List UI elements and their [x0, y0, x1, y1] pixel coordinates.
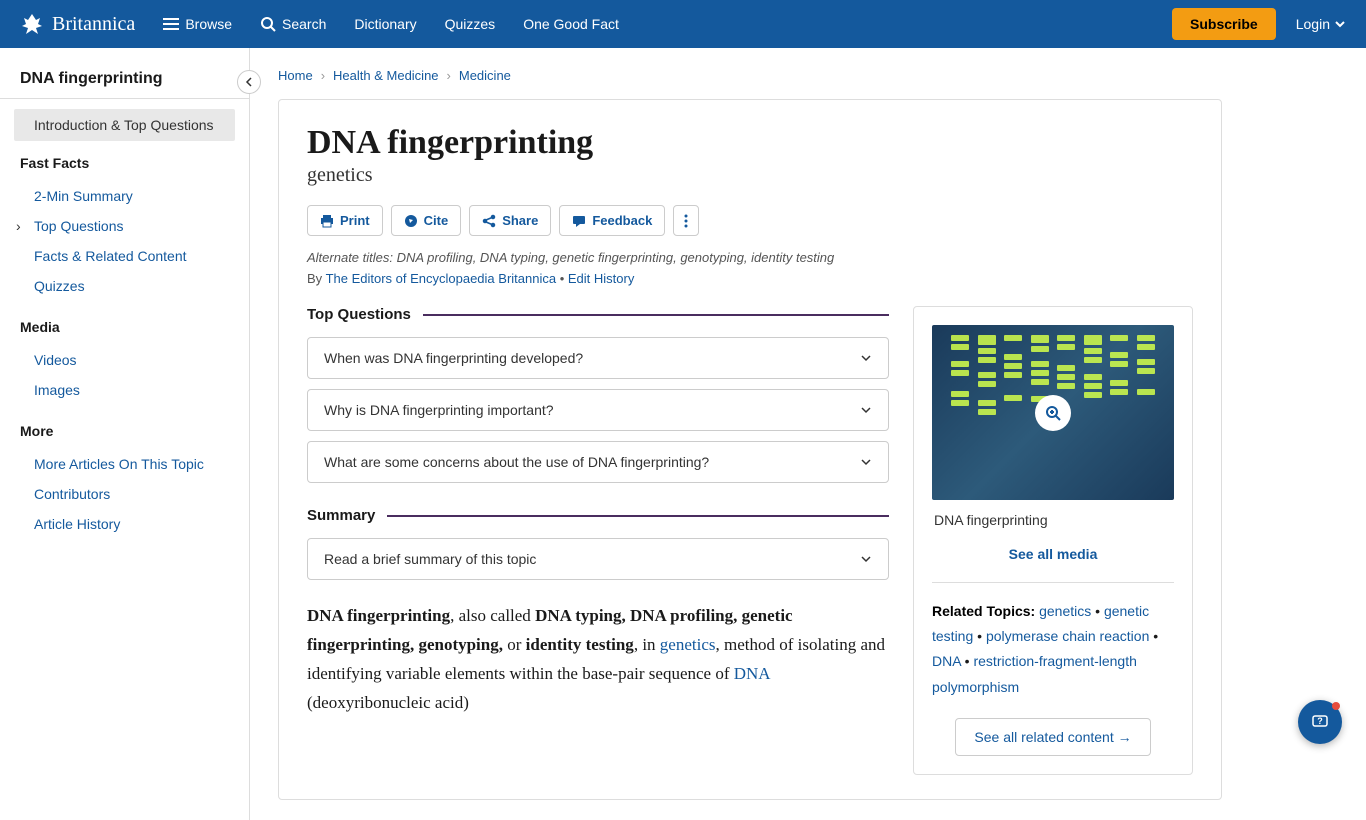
share-icon [482, 214, 496, 228]
sidebar-link[interactable]: Top Questions [20, 211, 229, 241]
brand-text: Britannica [52, 13, 135, 36]
header-right: Subscribe Login [1172, 8, 1346, 40]
question-item[interactable]: Why is DNA fingerprinting important? [307, 389, 889, 431]
related-topics: Related Topics: genetics • genetic testi… [932, 599, 1174, 700]
sidebar-section: Media VideosImages [0, 305, 249, 409]
content-left-column: Top Questions When was DNA fingerprintin… [307, 306, 889, 775]
byline: By The Editors of Encyclopaedia Britanni… [307, 271, 1193, 286]
breadcrumb-link[interactable]: Medicine [459, 68, 511, 83]
question-item[interactable]: When was DNA fingerprinting developed? [307, 337, 889, 379]
sidebar-link[interactable]: More Articles On This Topic [20, 449, 229, 479]
svg-text:?: ? [1317, 716, 1323, 726]
header-left: Britannica Browse Search Dictionary Quiz… [20, 12, 619, 36]
nav-browse[interactable]: Browse [163, 16, 232, 32]
summary-expand[interactable]: Read a brief summary of this topic [307, 538, 889, 580]
more-vertical-icon [684, 214, 688, 228]
content-right-column: DNA fingerprinting See all media Related… [913, 306, 1193, 775]
subscribe-button[interactable]: Subscribe [1172, 8, 1276, 40]
more-actions-button[interactable] [673, 205, 699, 236]
media-caption: DNA fingerprinting [932, 500, 1174, 534]
chevron-down-icon [860, 458, 872, 466]
chevron-down-icon [860, 406, 872, 414]
login-link[interactable]: Login [1296, 16, 1346, 32]
sidebar-heading: Fast Facts [20, 155, 229, 171]
nav-dictionary[interactable]: Dictionary [354, 16, 416, 32]
breadcrumb-link[interactable]: Home [278, 68, 313, 83]
article-subtitle: genetics [307, 164, 1193, 187]
cite-button[interactable]: Cite [391, 205, 462, 236]
sidebar: DNA fingerprinting Introduction & Top Qu… [0, 48, 250, 820]
logo[interactable]: Britannica [20, 12, 135, 36]
article-title: DNA fingerprinting [307, 124, 1193, 162]
top-header: Britannica Browse Search Dictionary Quiz… [0, 0, 1366, 48]
chevron-down-icon [1334, 20, 1346, 28]
breadcrumb-link[interactable]: Health & Medicine [333, 68, 439, 83]
print-icon [320, 214, 334, 228]
article-card: DNA fingerprinting genetics Print Cite S… [278, 99, 1222, 800]
sidebar-section: More More Articles On This TopicContribut… [0, 409, 249, 543]
sidebar-heading: Media [20, 319, 229, 335]
feedback-button[interactable]: Feedback [559, 205, 665, 236]
sidebar-link[interactable]: Contributors [20, 479, 229, 509]
sidebar-link[interactable]: Facts & Related Content [20, 241, 229, 271]
see-all-media-link[interactable]: See all media [932, 534, 1174, 574]
hamburger-icon [163, 17, 179, 31]
cite-icon [404, 214, 418, 228]
share-button[interactable]: Share [469, 205, 551, 236]
nav-fact[interactable]: One Good Fact [523, 16, 619, 32]
zoom-icon [1035, 395, 1071, 431]
alternate-titles: Alternate titles: DNA profiling, DNA typ… [307, 250, 1193, 265]
main-content: Home›Health & Medicine›Medicine DNA fing… [250, 48, 1250, 820]
nav-quizzes[interactable]: Quizzes [445, 16, 496, 32]
sidebar-link[interactable]: Article History [20, 509, 229, 539]
question-item[interactable]: What are some concerns about the use of … [307, 441, 889, 483]
help-fab[interactable]: ? [1298, 700, 1342, 744]
action-bar: Print Cite Share Feedback [307, 205, 1193, 236]
sidebar-title: DNA fingerprinting [0, 64, 249, 99]
chevron-left-icon [245, 77, 253, 87]
nav-search[interactable]: Search [260, 16, 326, 32]
author-link[interactable]: The Editors of Encyclopaedia Britannica [326, 271, 557, 286]
related-topic-link[interactable]: genetics [1039, 603, 1091, 619]
media-card: DNA fingerprinting See all media Related… [913, 306, 1193, 775]
sidebar-link[interactable]: Videos [20, 345, 229, 375]
dna-link[interactable]: DNA [734, 664, 770, 683]
related-topic-link[interactable]: DNA [932, 653, 961, 669]
breadcrumbs: Home›Health & Medicine›Medicine [278, 68, 1222, 83]
summary-header: Summary [307, 507, 889, 524]
feedback-icon [572, 214, 586, 228]
search-icon [260, 16, 276, 32]
media-image[interactable] [932, 325, 1174, 500]
sidebar-collapse-button[interactable] [237, 70, 261, 94]
related-topic-link[interactable]: restriction-fragment-length polymorphism [932, 653, 1137, 694]
top-questions-header: Top Questions [307, 306, 889, 323]
help-icon: ? [1310, 712, 1330, 732]
genetics-link[interactable]: genetics [660, 635, 716, 654]
sidebar-active-item[interactable]: Introduction & Top Questions [14, 109, 235, 141]
edit-history-link[interactable]: Edit History [568, 271, 634, 286]
article-body: DNA fingerprinting, also called DNA typi… [307, 602, 889, 718]
thistle-icon [20, 12, 44, 36]
sidebar-heading: More [20, 423, 229, 439]
chevron-down-icon [860, 354, 872, 362]
print-button[interactable]: Print [307, 205, 383, 236]
sidebar-link[interactable]: 2-Min Summary [20, 181, 229, 211]
chevron-down-icon [860, 555, 872, 563]
sidebar-link[interactable]: Quizzes [20, 271, 229, 301]
related-topic-link[interactable]: polymerase chain reaction [986, 628, 1149, 644]
sidebar-link[interactable]: Images [20, 375, 229, 405]
see-related-button[interactable]: See all related content → [955, 718, 1150, 756]
sidebar-section: Fast Facts 2-Min SummaryTop QuestionsFact… [0, 141, 249, 305]
